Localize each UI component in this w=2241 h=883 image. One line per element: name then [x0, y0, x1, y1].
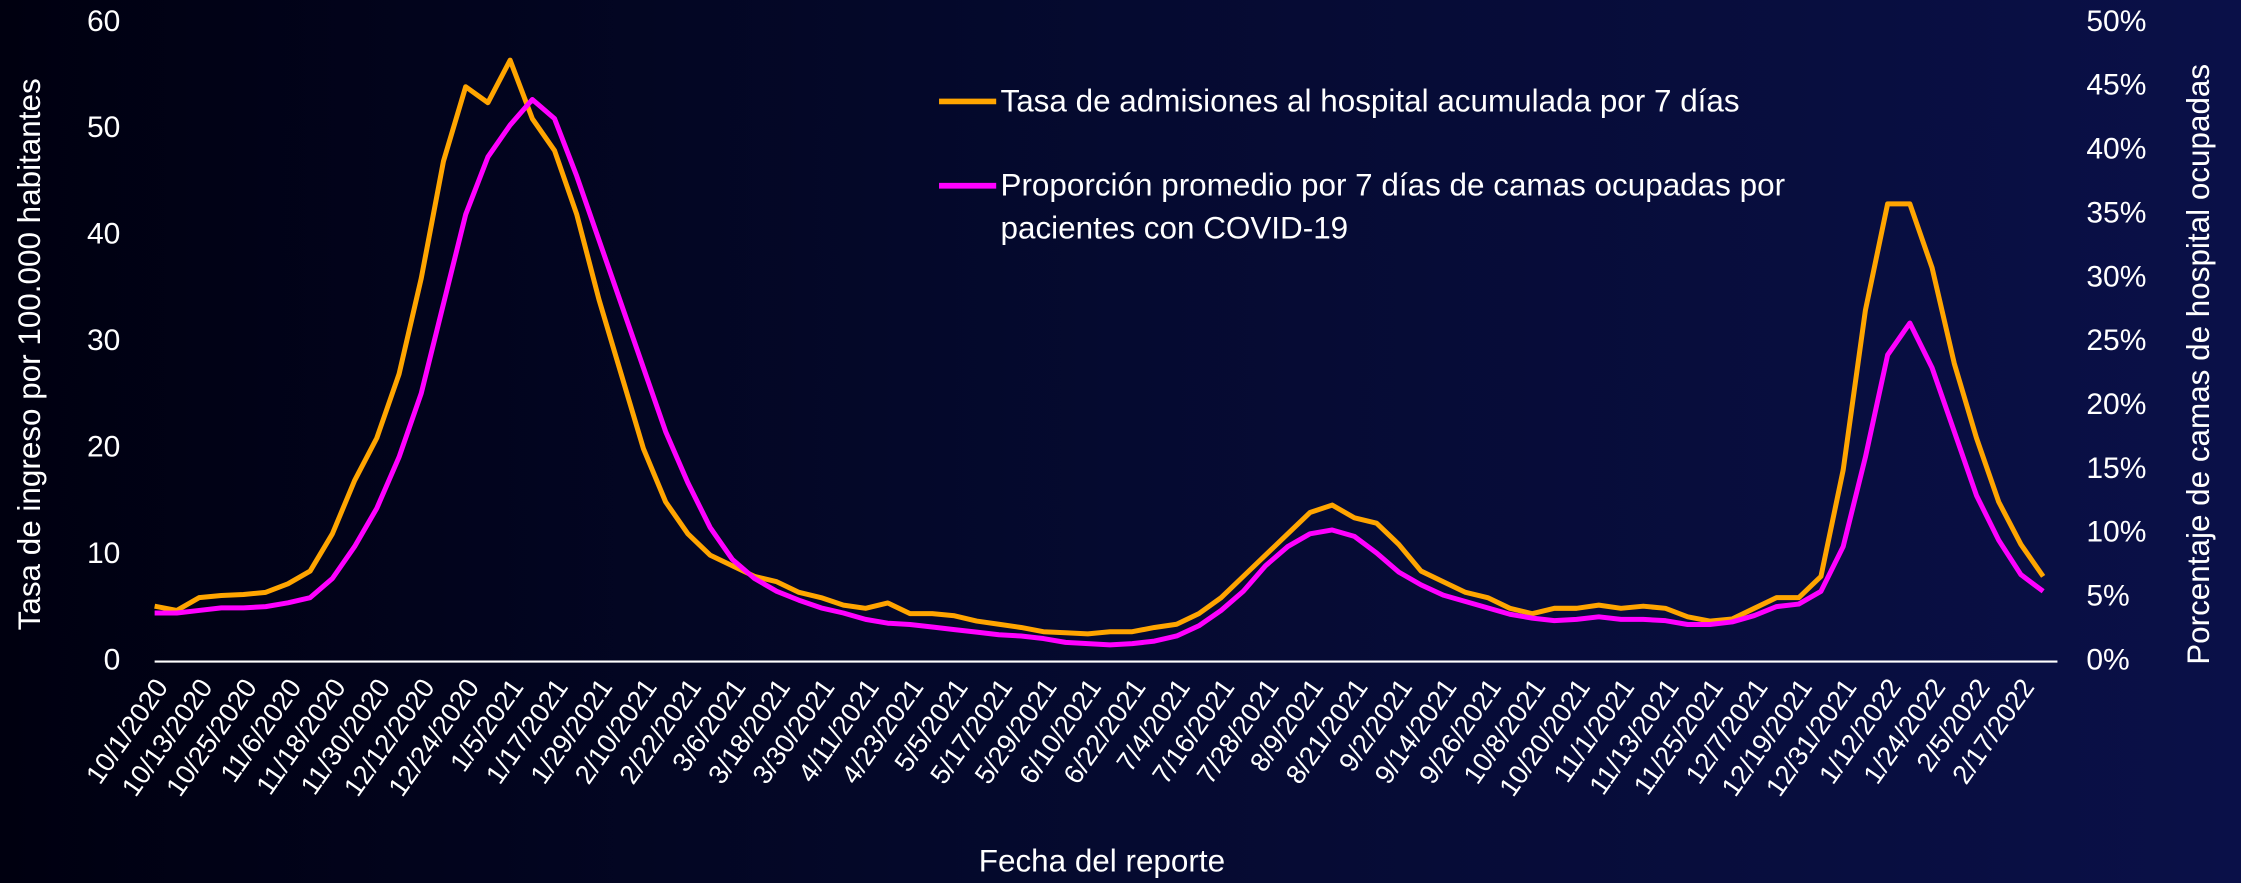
- y-tick-label: 40: [87, 218, 120, 251]
- legend-label: Tasa de admisiones al hospital acumulada…: [1000, 82, 1740, 119]
- legend-label: Proporción promedio por 7 días de camas …: [1000, 167, 1786, 246]
- y2-tick-label: 30%: [2086, 260, 2146, 293]
- y2-tick-label: 20%: [2086, 388, 2146, 421]
- y2-tick-label: 15%: [2086, 452, 2146, 485]
- legend-entry: Tasa de admisiones al hospital acumulada…: [1000, 82, 1740, 119]
- y2-tick-label: 25%: [2086, 324, 2146, 357]
- data-line: [154, 57, 2046, 637]
- y2-tick-label: 5%: [2086, 580, 2129, 613]
- y2-tick-label: 40%: [2086, 133, 2146, 166]
- y-tick-label: 30: [87, 324, 120, 357]
- y-tick-label: 0: [104, 643, 121, 676]
- y-tick-label: 10: [87, 537, 120, 570]
- y2-tick-label: 10%: [2086, 516, 2146, 549]
- y2-tick-label: 50%: [2086, 5, 2146, 38]
- y-axis-title: Tasa de ingreso por 100.000 habitantes: [12, 78, 47, 630]
- y2-tick-label: 0%: [2086, 643, 2129, 676]
- x-axis-title: Fecha del reporte: [979, 843, 1225, 878]
- y-tick-label: 50: [87, 111, 120, 144]
- y-tick-label: 60: [87, 5, 120, 38]
- data-line: [154, 97, 2045, 648]
- legend-entry: Proporción promedio por 7 días de camas …: [1000, 167, 1786, 246]
- y2-axis-title: Porcentaje de camas de hospital ocupadas: [2181, 64, 2216, 665]
- y-tick-label: 20: [87, 431, 120, 464]
- y2-tick-label: 45%: [2086, 69, 2146, 102]
- y2-tick-label: 35%: [2086, 196, 2146, 229]
